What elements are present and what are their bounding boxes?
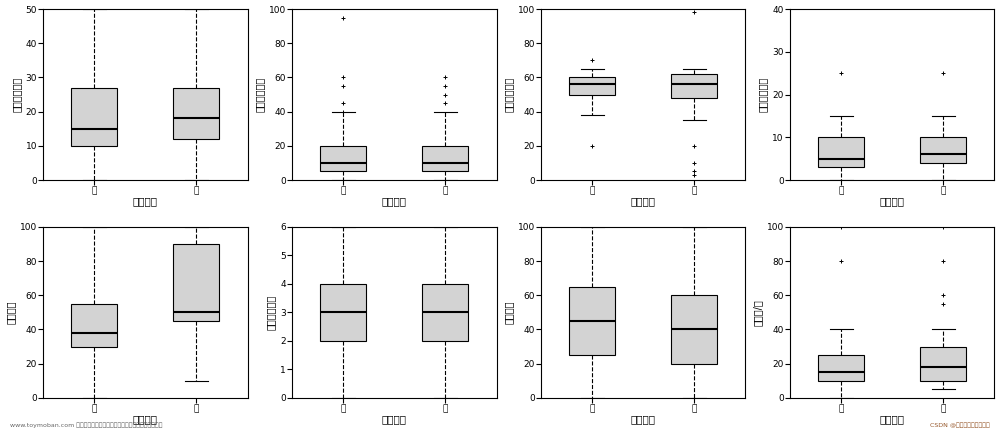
Text: www.toymoban.com 网络图片仅供展示，非存储，如有侵权请联系删除。: www.toymoban.com 网络图片仅供展示，非存储，如有侵权请联系删除。 bbox=[10, 422, 162, 428]
PathPatch shape bbox=[320, 284, 366, 341]
PathPatch shape bbox=[818, 137, 864, 167]
Y-axis label: 每周睡眠时间: 每周睡眠时间 bbox=[503, 77, 513, 112]
Y-axis label: 绩点水平: 绩点水平 bbox=[503, 301, 513, 324]
PathPatch shape bbox=[173, 244, 219, 321]
Y-axis label: 每周自习时间: 每周自习时间 bbox=[11, 77, 21, 112]
PathPatch shape bbox=[569, 77, 615, 95]
PathPatch shape bbox=[71, 304, 117, 347]
X-axis label: 是否恋爱: 是否恋爱 bbox=[133, 197, 158, 207]
PathPatch shape bbox=[320, 146, 366, 172]
PathPatch shape bbox=[818, 355, 864, 381]
PathPatch shape bbox=[71, 88, 117, 146]
X-axis label: 是否恋爱: 是否恋爱 bbox=[382, 197, 407, 207]
PathPatch shape bbox=[173, 88, 219, 139]
Text: CSDN @故障恢复的自我救赎: CSDN @故障恢复的自我救赎 bbox=[930, 422, 990, 428]
PathPatch shape bbox=[671, 74, 717, 98]
PathPatch shape bbox=[422, 284, 468, 341]
PathPatch shape bbox=[920, 137, 966, 163]
Y-axis label: 每周运动时间: 每周运动时间 bbox=[758, 77, 768, 112]
PathPatch shape bbox=[671, 295, 717, 364]
X-axis label: 是否恋爱: 是否恋爱 bbox=[631, 197, 656, 207]
X-axis label: 是否恋爱: 是否恋爱 bbox=[880, 415, 905, 424]
PathPatch shape bbox=[920, 347, 966, 381]
X-axis label: 是否恋爱: 是否恋爱 bbox=[631, 415, 656, 424]
PathPatch shape bbox=[422, 146, 468, 172]
Y-axis label: 生活费/元: 生活费/元 bbox=[752, 299, 762, 326]
Y-axis label: 每月话费: 每月话费 bbox=[6, 301, 16, 324]
PathPatch shape bbox=[569, 287, 615, 355]
X-axis label: 是否恋爱: 是否恋爱 bbox=[133, 415, 158, 424]
Y-axis label: 每周娱乐时间: 每周娱乐时间 bbox=[255, 77, 265, 112]
X-axis label: 是否恋爱: 是否恋爱 bbox=[382, 415, 407, 424]
X-axis label: 是否恋爱: 是否恋爱 bbox=[880, 197, 905, 207]
Y-axis label: 学生组织个数: 学生组织个数 bbox=[266, 295, 276, 330]
